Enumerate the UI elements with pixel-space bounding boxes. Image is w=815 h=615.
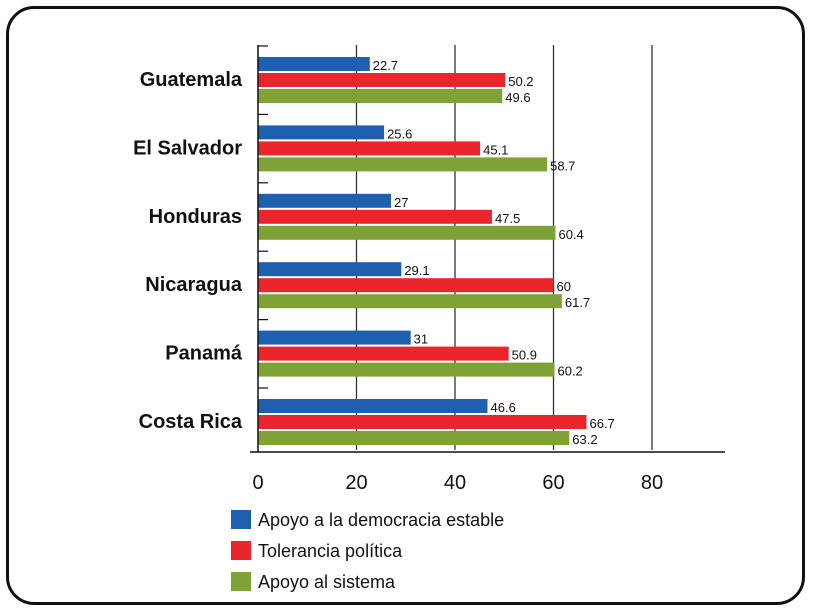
data-label-honduras-apoyo-a-la-democracia-estable: 27 <box>394 195 408 210</box>
bar-panama-apoyo-al-sistema <box>258 362 555 377</box>
data-label-honduras-apoyo-al-sistema: 60.4 <box>558 227 583 242</box>
category-label-honduras: Honduras <box>149 206 242 228</box>
bar-guatemala-apoyo-al-sistema <box>258 89 503 103</box>
x-tick-label-60: 60 <box>542 472 564 494</box>
legend: Apoyo a la democracia estable Tolerancia … <box>231 510 504 592</box>
bars-group <box>258 57 587 445</box>
bar-nicaragua-apoyo-a-la-democracia-estable <box>258 262 402 277</box>
data-label-nicaragua-apoyo-al-sistema: 61.7 <box>565 295 590 310</box>
bar-el-salvador-tolerancia-politica <box>258 141 481 156</box>
legend-label-apoyo-a-la-democracia-estable: Apoyo a la democracia estable <box>258 510 504 530</box>
x-tick-label-20: 20 <box>345 472 367 494</box>
bar-costa-rica-tolerancia-politica <box>258 415 587 429</box>
data-label-costa-rica-apoyo-a-la-democracia-estable: 46.6 <box>491 400 516 415</box>
bar-honduras-apoyo-a-la-democracia-estable <box>258 193 391 208</box>
labels-group: 0 20 40 60 80 Guatemala 22.7 50.249.6 El Salvado… <box>133 58 663 494</box>
x-tick-label-0: 0 <box>252 472 263 494</box>
bar-honduras-apoyo-al-sistema <box>258 225 556 240</box>
bar-guatemala-tolerancia-politica <box>258 73 506 87</box>
bar-guatemala-apoyo-a-la-democracia-estable <box>258 57 370 71</box>
grid-lines <box>355 45 653 450</box>
data-label-panama-apoyo-al-sistema: 60.2 <box>557 364 582 379</box>
bar-nicaragua-apoyo-al-sistema <box>258 294 562 309</box>
x-tick-label-80: 80 <box>641 472 663 494</box>
data-label-honduras-tolerancia-politica: 47.5 <box>495 211 520 226</box>
data-label-costa-rica-tolerancia-politica: 66.7 <box>589 416 614 431</box>
legend-label-apoyo-al-sistema: Apoyo al sistema <box>258 572 396 592</box>
legend-swatch-apoyo-al-sistema <box>231 572 251 591</box>
bar-nicaragua-tolerancia-politica <box>258 278 554 293</box>
category-label-costa-rica: Costa Rica <box>139 411 243 433</box>
legend-swatch-apoyo-a-la-democracia-estable <box>231 510 251 529</box>
data-label-nicaragua-apoyo-a-la-democracia-estable: 29.1 <box>404 263 429 278</box>
data-label-el-salvador-apoyo-al-sistema: 58.7 <box>550 158 575 173</box>
bar-panama-tolerancia-politica <box>258 346 509 361</box>
category-label-guatemala: Guatemala <box>140 69 243 91</box>
data-label-guatemala-tolerancia-politica: 50.2 <box>508 74 533 89</box>
bar-costa-rica-apoyo-a-la-democracia-estable <box>258 399 488 413</box>
category-label-el-salvador: El Salvador <box>133 137 242 159</box>
bar-el-salvador-apoyo-al-sistema <box>258 157 548 172</box>
x-tick-label-40: 40 <box>444 472 466 494</box>
data-label-el-salvador-tolerancia-politica: 45.1 <box>483 142 508 157</box>
axes <box>250 45 725 453</box>
category-label-nicaragua: Nicaragua <box>145 274 243 296</box>
category-label-panama: Panamá <box>165 343 243 365</box>
bar-panama-apoyo-a-la-democracia-estable <box>258 330 411 345</box>
data-label-panama-apoyo-a-la-democracia-estable: 31 <box>414 332 428 347</box>
legend-swatch-tolerancia-politica <box>231 541 251 560</box>
bar-honduras-tolerancia-politica <box>258 209 492 224</box>
data-label-panama-tolerancia-politica: 50.9 <box>512 348 537 363</box>
bar-costa-rica-apoyo-al-sistema <box>258 431 570 445</box>
data-label-el-salvador-apoyo-a-la-democracia-estable: 25.6 <box>387 126 412 141</box>
data-label-guatemala-apoyo-al-sistema: 49.6 <box>505 90 530 105</box>
legend-label-tolerancia-politica: Tolerancia política <box>258 541 403 561</box>
data-label-guatemala-apoyo-a-la-democracia-estable: 22.7 <box>373 58 398 73</box>
data-label-nicaragua-tolerancia-politica: 60 <box>557 279 571 294</box>
data-label-costa-rica-apoyo-al-sistema: 63.2 <box>572 432 597 447</box>
bar-el-salvador-apoyo-a-la-democracia-estable <box>258 125 385 140</box>
